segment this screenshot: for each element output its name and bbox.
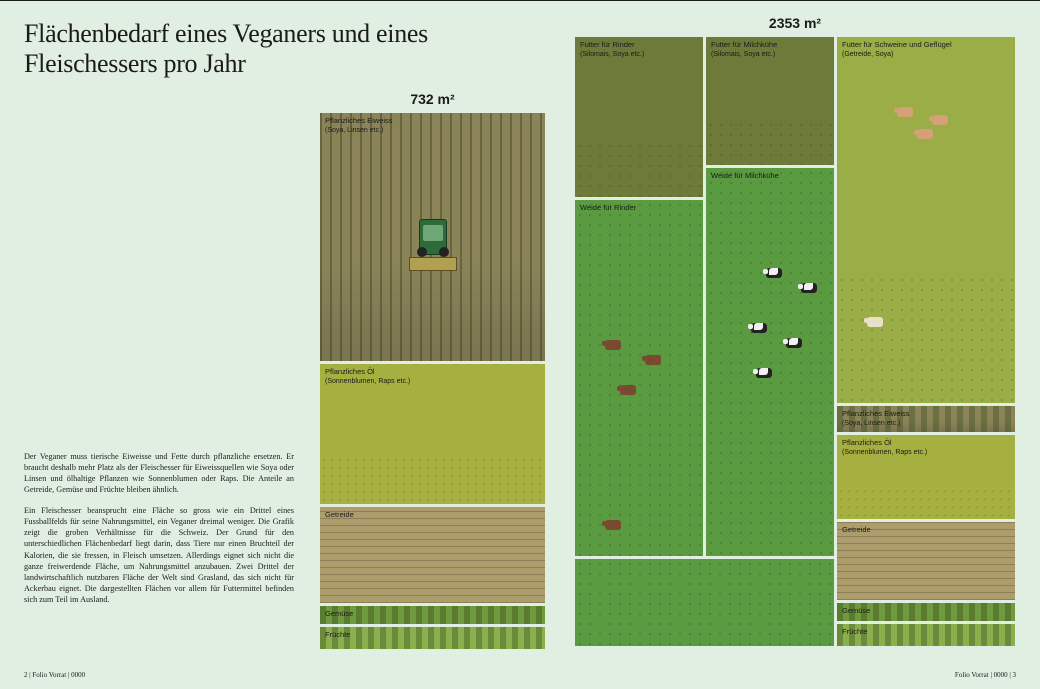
bull-icon (645, 355, 661, 365)
meat-tile-cereal: Getreide (837, 522, 1015, 600)
tile-label: Pflanzliches Öl (325, 367, 375, 376)
tile-sublabel: (Soya, Linsen etc.) (842, 420, 900, 427)
bull-icon (605, 340, 621, 350)
meat-tile-pig-feed: Futter für Schweine und Geflügel (Getrei… (837, 37, 1015, 403)
tile-sublabel: (Silomais, Soya etc.) (711, 51, 775, 58)
chicken-icon (867, 317, 883, 327)
meat-tile-cattle-pasture: Weide für Rinder (575, 200, 703, 556)
tile-label: Futter für Milchkühe (711, 40, 777, 49)
harvester-icon (411, 219, 455, 279)
tile-label: Pflanzliches Öl (842, 438, 892, 447)
bull-icon (620, 385, 636, 395)
vegan-tile-oil: Pflanzliches Öl (Sonnenblumen, Raps etc.… (320, 364, 545, 504)
meat-tile-dairy-pasture: Weide für Milchkühe (706, 168, 834, 556)
bull-icon (605, 520, 621, 530)
tile-sublabel: (Sonnenblumen, Raps etc.) (842, 449, 927, 456)
tile-label: Weide für Rinder (580, 203, 636, 212)
meat-tile-fruit: Früchte (837, 624, 1015, 646)
cow-icon (751, 323, 767, 333)
vegan-total: 732 m² (320, 91, 545, 107)
tile-label: Früchte (325, 630, 350, 639)
tile-label: Gemüse (325, 609, 353, 618)
tile-label: Futter für Rinder (580, 40, 635, 49)
meat-total: 2353 m² (575, 15, 1015, 31)
meat-tile-oil: Pflanzliches Öl (Sonnenblumen, Raps etc.… (837, 435, 1015, 519)
cow-icon (801, 283, 817, 293)
meat-tile-pasture-extra (575, 559, 834, 646)
pig-icon (897, 107, 913, 117)
tile-sublabel: (Silomais, Soya etc.) (580, 51, 644, 58)
cow-icon (766, 268, 782, 278)
tile-label: Pflanzliches Eiweiss (325, 116, 393, 125)
tile-sublabel: (Soya, Linsen etc.) (325, 127, 383, 134)
cow-icon (756, 368, 772, 378)
tile-label: Getreide (842, 525, 871, 534)
tile-sublabel: (Getreide, Soya) (842, 51, 893, 58)
meat-tile-dairy-feed: Futter für Milchkühe (Silomais, Soya etc… (706, 37, 834, 165)
body-text: Der Veganer muss tierische Eiweisse und … (24, 451, 294, 605)
pig-icon (932, 115, 948, 125)
footer-left: 2 | Folio Vorrat | 0000 (24, 671, 85, 679)
body-paragraph: Ein Fleischesser beansprucht eine Fläche… (24, 505, 294, 605)
vegan-tile-fruit: Früchte (320, 627, 545, 649)
meat-column: 2353 m² Futter für Rinder (Silomais, Soy… (575, 15, 1015, 647)
pig-icon (917, 129, 933, 139)
tile-label: Futter für Schweine und Geflügel (842, 40, 952, 49)
cow-icon (786, 338, 802, 348)
meat-tile-protein: Pflanzliches Eiweiss (Soya, Linsen etc.) (837, 406, 1015, 432)
tile-label: Früchte (842, 627, 867, 636)
tile-sublabel: (Sonnenblumen, Raps etc.) (325, 378, 410, 385)
footer-right: Folio Vorrat | 0000 | 3 (955, 671, 1016, 679)
tile-label: Weide für Milchkühe (711, 171, 779, 180)
meat-tile-veg: Gemüse (837, 603, 1015, 621)
vegan-tile-cereal: Getreide (320, 507, 545, 603)
meat-tile-cattle-feed: Futter für Rinder (Silomais, Soya etc.) (575, 37, 703, 197)
vegan-tile-veg: Gemüse (320, 606, 545, 624)
vegan-column: 732 m² Pflanzliches Eiweiss (Soya, Linse… (320, 91, 545, 652)
tile-label: Pflanzliches Eiweiss (842, 409, 910, 418)
page-title: Flächenbedarf eines Veganers und eines F… (24, 19, 444, 79)
tile-label: Gemüse (842, 606, 870, 615)
vegan-tile-protein: Pflanzliches Eiweiss (Soya, Linsen etc.) (320, 113, 545, 361)
tile-label: Getreide (325, 510, 354, 519)
body-paragraph: Der Veganer muss tierische Eiweisse und … (24, 451, 294, 495)
